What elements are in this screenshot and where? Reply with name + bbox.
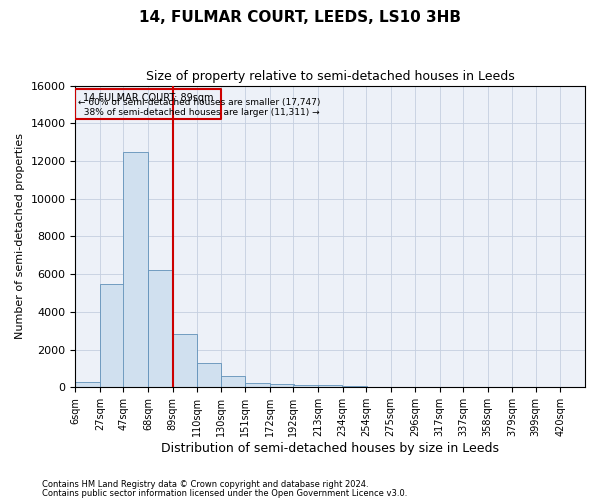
Bar xyxy=(270,384,294,387)
Bar xyxy=(293,386,317,387)
Bar xyxy=(245,382,269,387)
Bar xyxy=(100,284,124,387)
Text: 14, FULMAR COURT, LEEDS, LS10 3HB: 14, FULMAR COURT, LEEDS, LS10 3HB xyxy=(139,10,461,25)
Bar xyxy=(318,386,342,387)
Text: 38% of semi-detached houses are larger (11,311) →: 38% of semi-detached houses are larger (… xyxy=(78,108,319,118)
Bar xyxy=(221,376,245,387)
Bar xyxy=(76,382,100,387)
Title: Size of property relative to semi-detached houses in Leeds: Size of property relative to semi-detach… xyxy=(146,70,515,83)
Bar xyxy=(173,334,197,387)
Bar xyxy=(148,270,172,387)
X-axis label: Distribution of semi-detached houses by size in Leeds: Distribution of semi-detached houses by … xyxy=(161,442,499,455)
Text: Contains HM Land Registry data © Crown copyright and database right 2024.: Contains HM Land Registry data © Crown c… xyxy=(42,480,368,489)
Text: 14 FULMAR COURT: 89sqm: 14 FULMAR COURT: 89sqm xyxy=(83,92,213,102)
Text: ← 60% of semi-detached houses are smaller (17,747): ← 60% of semi-detached houses are smalle… xyxy=(78,98,320,107)
Bar xyxy=(343,386,367,387)
Text: Contains public sector information licensed under the Open Government Licence v3: Contains public sector information licen… xyxy=(42,489,407,498)
Bar xyxy=(197,362,221,387)
Y-axis label: Number of semi-detached properties: Number of semi-detached properties xyxy=(15,134,25,340)
Bar xyxy=(124,152,148,387)
